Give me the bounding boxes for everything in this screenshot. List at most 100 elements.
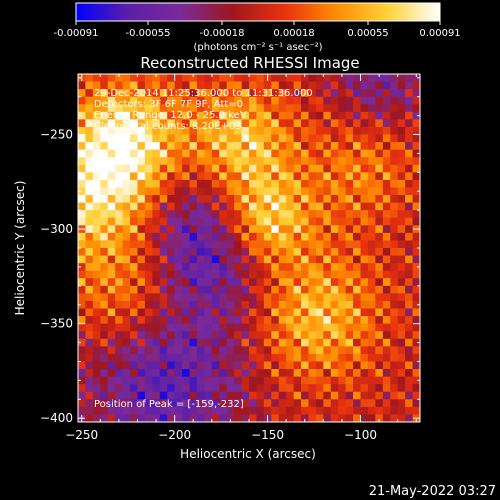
heatmap-cell xyxy=(189,119,198,128)
heatmap-cell xyxy=(308,255,317,264)
heatmap-cell xyxy=(241,187,250,196)
heatmap-cell xyxy=(130,369,139,378)
heatmap-cell xyxy=(353,391,362,400)
heatmap-cell xyxy=(293,96,302,105)
heatmap-cell xyxy=(286,134,295,143)
heatmap-cell xyxy=(278,149,287,158)
heatmap-cell xyxy=(382,300,391,310)
heatmap-cell xyxy=(144,391,153,400)
heatmap-cell xyxy=(144,255,153,264)
heatmap-cell xyxy=(397,414,406,422)
heatmap-cell xyxy=(249,111,258,120)
heatmap-cell xyxy=(174,414,183,422)
heatmap-cell xyxy=(182,300,191,310)
heatmap-cell xyxy=(256,149,265,158)
heatmap-cell xyxy=(219,225,228,234)
heatmap-cell xyxy=(397,369,406,378)
heatmap-cell xyxy=(115,285,124,294)
heatmap-cell xyxy=(204,414,213,422)
heatmap-cell xyxy=(174,308,183,317)
heatmap-cell xyxy=(219,399,228,408)
heatmap-cell xyxy=(390,119,399,128)
heatmap-cell xyxy=(286,376,295,385)
heatmap-cell xyxy=(412,285,420,294)
heatmap-cell xyxy=(219,384,228,393)
heatmap-cell xyxy=(226,225,235,234)
heatmap-cell xyxy=(122,111,131,120)
heatmap-cell xyxy=(412,300,420,310)
heatmap-cell xyxy=(345,232,354,242)
heatmap-cell xyxy=(226,142,235,151)
heatmap-cell xyxy=(405,369,414,378)
heatmap-cell xyxy=(249,300,258,310)
x-axis-label: Heliocentric X (arcsec) xyxy=(180,447,316,461)
heatmap-cell xyxy=(338,157,347,166)
heatmap-cell xyxy=(144,217,153,226)
heatmap-cell xyxy=(196,179,205,189)
heatmap-cell xyxy=(382,346,391,355)
heatmap-cell xyxy=(271,399,280,408)
heatmap-cell xyxy=(293,81,302,90)
heatmap-cell xyxy=(167,331,176,340)
heatmap-cell xyxy=(286,384,295,393)
heatmap-cell xyxy=(219,217,228,226)
heatmap-cell xyxy=(107,316,116,325)
heatmap-cell xyxy=(189,74,198,83)
heatmap-cell xyxy=(234,225,243,234)
heatmap-cell xyxy=(100,134,109,143)
heatmap-cell xyxy=(271,263,280,272)
heatmap-cell xyxy=(308,308,317,317)
heatmap-cell xyxy=(390,232,399,242)
x-tick-label: −150 xyxy=(251,428,284,442)
heatmap-cell xyxy=(144,142,153,151)
heatmap-cell xyxy=(375,285,384,294)
heatmap-cell xyxy=(271,81,280,90)
heatmap-cell xyxy=(189,338,198,347)
heatmap-cell xyxy=(249,308,258,317)
heatmap-cell xyxy=(211,361,220,370)
heatmap-cell xyxy=(345,361,354,370)
heatmap-cell xyxy=(367,195,376,204)
heatmap-cell xyxy=(323,111,332,120)
heatmap-cell xyxy=(367,119,376,128)
heatmap-cell xyxy=(92,391,101,400)
heatmap-cell xyxy=(211,210,220,219)
heatmap-cell xyxy=(182,240,191,249)
heatmap-cell xyxy=(286,353,295,363)
heatmap-cell xyxy=(204,172,213,181)
heatmap-cell xyxy=(293,195,302,204)
heatmap-cell xyxy=(92,399,101,408)
heatmap-cell xyxy=(107,285,116,294)
heatmap-cell xyxy=(286,96,295,105)
heatmap-cell xyxy=(338,172,347,181)
heatmap-cell xyxy=(204,134,213,143)
heatmap-cell xyxy=(241,164,250,173)
heatmap-cell xyxy=(286,119,295,128)
heatmap-cell xyxy=(330,369,339,378)
heatmap-cell xyxy=(330,285,339,294)
heatmap-cell xyxy=(301,187,310,196)
heatmap-cell xyxy=(92,353,101,363)
heatmap-cell xyxy=(115,278,124,287)
heatmap-cell xyxy=(189,369,198,378)
heatmap-cell xyxy=(353,217,362,226)
heatmap-cell xyxy=(107,134,116,143)
heatmap-cell xyxy=(159,225,168,234)
heatmap-cell xyxy=(263,187,272,196)
heatmap-cell xyxy=(241,240,250,249)
heatmap-cell xyxy=(182,406,191,416)
heatmap-cell xyxy=(345,331,354,340)
heatmap-cell xyxy=(204,346,213,355)
colorbar-ticks: -0.00091 -0.00055 -0.00018 0.00018 0.00055 0.… xyxy=(54,21,461,39)
heatmap-cell xyxy=(249,255,258,264)
heatmap-cell xyxy=(174,248,183,257)
heatmap-cell xyxy=(92,96,101,105)
heatmap-cell xyxy=(256,248,265,257)
heatmap-cell xyxy=(263,376,272,385)
heatmap-cell xyxy=(315,323,324,332)
heatmap-cell xyxy=(78,232,87,242)
heatmap-cell xyxy=(219,142,228,151)
heatmap-cell xyxy=(211,187,220,196)
heatmap-cell xyxy=(308,414,317,422)
heatmap-cell xyxy=(271,104,280,113)
